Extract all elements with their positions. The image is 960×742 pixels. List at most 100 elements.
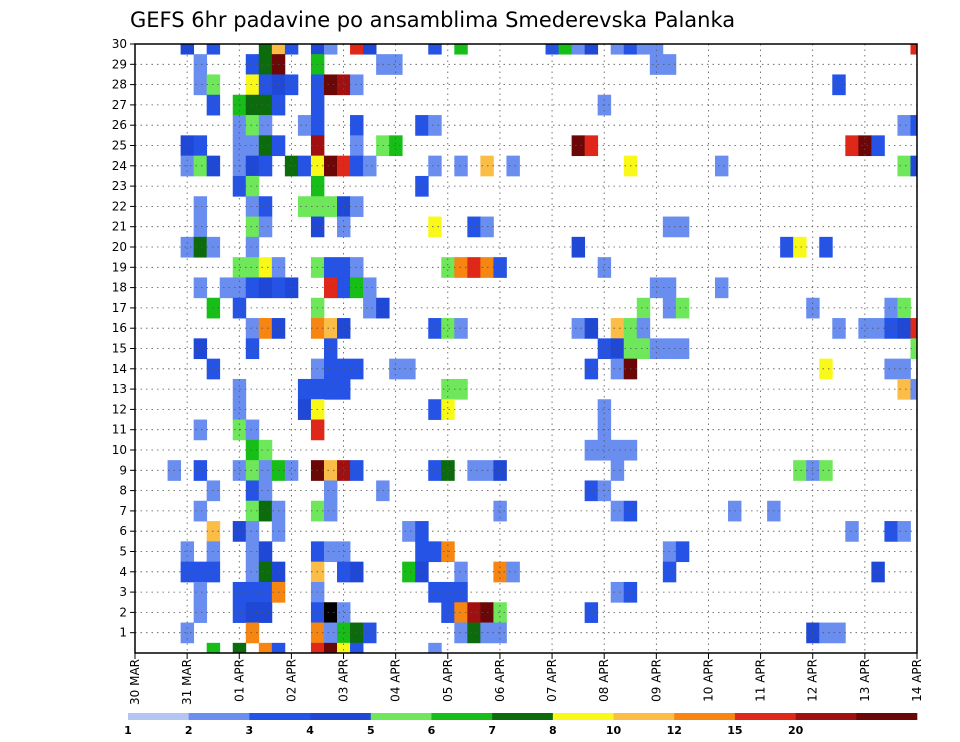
heatmap-cell [297, 115, 312, 136]
heatmap-cell [232, 135, 247, 157]
heatmap-cell [180, 541, 195, 563]
heatmap-cell [245, 561, 260, 583]
heatmap-cell [428, 460, 442, 481]
heatmap-cells [167, 44, 917, 653]
colorbar-label: 15 [727, 724, 742, 737]
heatmap-cell [675, 297, 690, 319]
x-tick-label: 03 APR [337, 659, 351, 702]
heatmap-cell [193, 216, 208, 238]
heatmap-cell [193, 561, 208, 583]
heatmap-cell [428, 115, 442, 136]
heatmap-cell [232, 521, 247, 542]
heatmap-cell [350, 460, 364, 481]
heatmap-cell [610, 338, 625, 360]
y-tick-label: 28 [112, 78, 127, 92]
colorbar-label: 10 [606, 724, 622, 737]
heatmap-cell [350, 115, 364, 136]
heatmap-cell [441, 257, 455, 278]
heatmap-cell [245, 480, 260, 502]
heatmap-cell [584, 602, 599, 623]
heatmap-cell [258, 155, 273, 177]
heatmap-cell [323, 44, 338, 55]
heatmap-cell [245, 318, 260, 339]
heatmap-cell [454, 378, 468, 400]
heatmap-cell [193, 236, 208, 258]
heatmap-cell [245, 521, 260, 542]
heatmap-cell [323, 358, 338, 380]
heatmap-cell [245, 622, 260, 644]
heatmap-cell [258, 581, 273, 603]
y-tick-label: 29 [112, 57, 127, 71]
heatmap-cell [454, 318, 468, 339]
heatmap-cell [428, 216, 442, 238]
y-tick-label: 12 [112, 402, 127, 416]
heatmap-cell [350, 155, 364, 177]
heatmap-cell [884, 297, 898, 319]
heatmap-cell [441, 318, 455, 339]
heatmap-cell [193, 500, 208, 522]
heatmap-cell [454, 155, 468, 177]
chart-title: GEFS 6hr padavine po ansamblima Smederev… [130, 8, 735, 32]
heatmap-cell [649, 44, 664, 55]
heatmap-cell [258, 541, 273, 563]
heatmap-cell [428, 581, 442, 603]
heatmap-cell [337, 257, 351, 278]
heatmap-cell [193, 74, 208, 96]
heatmap-cell [493, 460, 507, 481]
heatmap-cell [219, 277, 234, 299]
heatmap-cell [910, 318, 917, 339]
heatmap-cell [180, 135, 195, 157]
heatmap-cell [323, 500, 338, 522]
heatmap-cell [832, 318, 846, 339]
heatmap-cell [675, 541, 690, 563]
heatmap-cell [819, 358, 833, 380]
heatmap-cell [832, 622, 846, 644]
heatmap-cell [245, 135, 260, 157]
heatmap-cell [310, 44, 325, 55]
heatmap-cell [454, 257, 468, 278]
heatmap-cell [337, 74, 351, 96]
heatmap-cell [350, 257, 364, 278]
heatmap-cell [819, 622, 833, 644]
heatmap-cell [428, 44, 442, 55]
y-tick-label: 17 [112, 301, 127, 315]
heatmap-cell [337, 602, 351, 623]
y-tick-label: 6 [119, 524, 127, 538]
heatmap-cell [232, 115, 247, 136]
heatmap-cell [193, 581, 208, 603]
heatmap-cell [584, 135, 599, 157]
y-tick-label: 20 [112, 240, 127, 254]
heatmap-cell [636, 44, 651, 55]
x-tick-label: 08 APR [597, 659, 611, 702]
heatmap-cell [258, 216, 273, 238]
y-tick-label: 30 [112, 37, 127, 51]
heatmap-cell [441, 581, 455, 603]
heatmap-cell [597, 338, 612, 360]
y-tick-label: 1 [119, 626, 127, 640]
heatmap-cell [337, 277, 351, 299]
heatmap-cell [245, 216, 260, 238]
heatmap-cell [297, 196, 312, 217]
heatmap-cell [584, 318, 599, 339]
heatmap-cell [245, 175, 260, 197]
x-tick-label: 09 APR [649, 659, 663, 702]
y-tick-label: 22 [112, 199, 127, 213]
colorbar-segment [856, 713, 918, 720]
heatmap-cell [623, 44, 638, 55]
heatmap-cell [297, 155, 312, 177]
heatmap-cell [610, 500, 625, 522]
heatmap-cell [793, 236, 807, 258]
heatmap-cell [649, 277, 664, 299]
heatmap-cell [323, 622, 338, 644]
heatmap-cell [245, 541, 260, 563]
heatmap-cell [245, 115, 260, 136]
heatmap-cell [454, 602, 468, 623]
y-tick-label: 8 [119, 484, 127, 498]
heatmap-cell [232, 378, 247, 400]
heatmap-cell [193, 196, 208, 217]
heatmap-cell [780, 236, 794, 258]
heatmap-cell [193, 277, 208, 299]
x-tick-label: 05 APR [441, 659, 455, 702]
x-tick-label: 13 APR [858, 659, 872, 702]
heatmap-cell [467, 460, 481, 481]
